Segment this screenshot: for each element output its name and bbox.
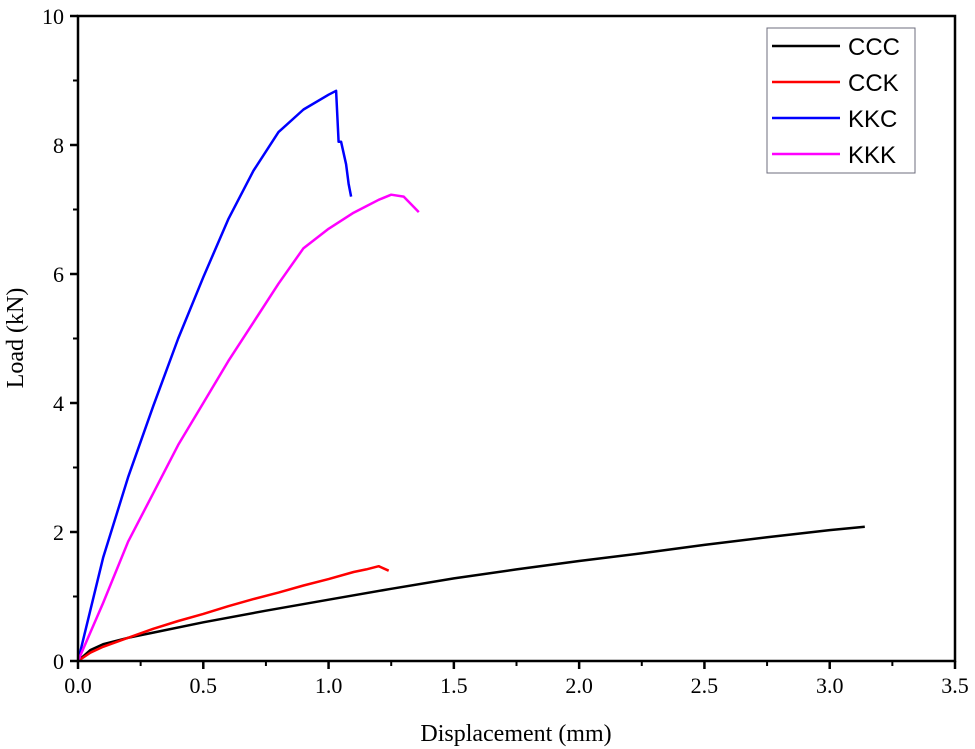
y-tick-label: 8 — [53, 133, 64, 158]
legend: CCC CCK KKC KKK — [766, 27, 916, 174]
x-tick-label: 1.5 — [440, 673, 468, 698]
series-line-kkc — [76, 89, 353, 662]
x-tick-label: 2.0 — [565, 673, 593, 698]
legend-label-ccc: CCC — [848, 34, 900, 61]
y-axis: 0 2 4 6 8 10 — [42, 4, 78, 674]
x-tick-label: 3.0 — [816, 673, 844, 698]
y-tick-label: 0 — [53, 649, 64, 674]
y-tick-label: 4 — [53, 391, 64, 416]
legend-label-kkc: KKC — [848, 106, 897, 133]
series-line-ccc — [77, 525, 865, 662]
y-tick-label: 10 — [42, 4, 64, 29]
series-line-cck — [77, 564, 390, 663]
y-tick-label: 6 — [53, 262, 64, 287]
series-line-kkk — [76, 193, 420, 662]
legend-box — [766, 27, 916, 174]
y-axis-title: Load (kN) — [3, 288, 29, 389]
series-lines — [76, 89, 865, 663]
x-tick-label: 1.0 — [315, 673, 343, 698]
x-axis: 0.0 0.5 1.0 1.5 2.0 2.5 3.0 3.5 — [64, 661, 969, 698]
x-tick-label: 0.5 — [190, 673, 218, 698]
x-axis-title: Displacement (mm) — [420, 721, 611, 747]
legend-label-cck: CCK — [848, 70, 899, 97]
x-tick-label: 3.5 — [941, 673, 969, 698]
x-tick-label: 0.0 — [64, 673, 92, 698]
x-tick-label: 2.5 — [691, 673, 719, 698]
legend-label-kkk: KKK — [848, 142, 896, 169]
y-tick-label: 2 — [53, 520, 64, 545]
